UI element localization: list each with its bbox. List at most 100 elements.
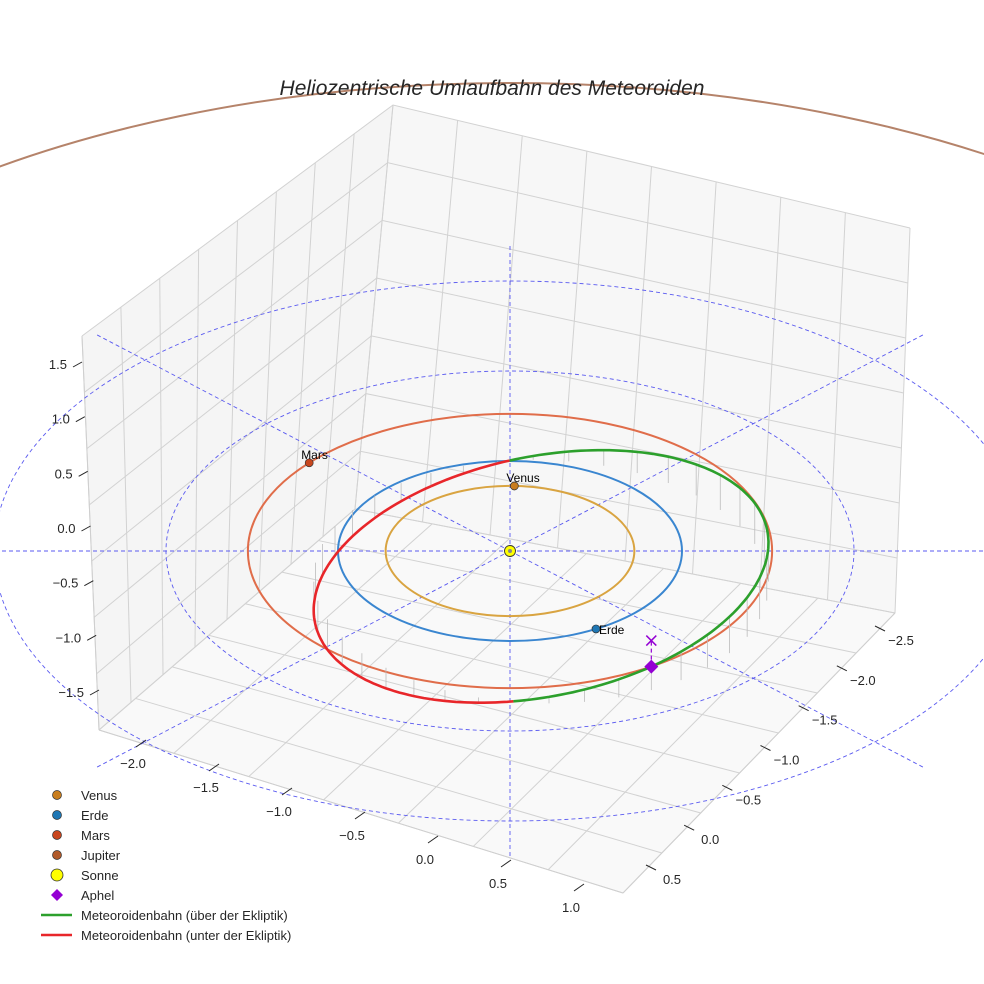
z-tick-label: −1.0 [55, 630, 81, 645]
back-pane-horizontal-gridline [86, 219, 906, 449]
legend-marker [52, 850, 62, 860]
x-tick-label: 0.0 [416, 852, 434, 867]
axis-panes [82, 105, 910, 893]
z-tick-label: −1.5 [58, 685, 84, 700]
back-pane-horizontal-gridline [93, 393, 900, 618]
legend-label: Venus [81, 788, 118, 803]
x-tick-mark [354, 811, 366, 820]
z-tick-mark [89, 689, 100, 696]
left-pane-vertical-gridline [226, 220, 238, 620]
left-pane-vertical-gridline [322, 133, 355, 537]
right-pane-vertical-gridline [557, 151, 588, 549]
x-tick-mark [427, 835, 439, 844]
floor-gridline [208, 634, 740, 774]
meteoroid-orbit-below [312, 485, 514, 705]
z-tick-mark [78, 470, 88, 477]
x-tick-label: 0.5 [489, 876, 507, 891]
right-pane-vertical-gridline [624, 166, 652, 562]
legend-marker [52, 810, 62, 820]
y-tick-label: −1.0 [774, 753, 800, 768]
y-tick-mark [722, 784, 733, 791]
floor-gridline [472, 582, 742, 847]
floor-pane [99, 509, 895, 893]
floor-gridline [135, 697, 662, 854]
z-tick-mark [81, 525, 91, 532]
left-pane-vertical-gridline [159, 278, 164, 675]
floor-gridline [248, 538, 510, 777]
aphelion-marker [644, 659, 659, 674]
y-tick-label: 0.0 [701, 832, 719, 847]
right-pane-vertical-gridline [422, 120, 459, 523]
right-pane-vertical-gridline [827, 212, 846, 601]
z-axis-edge [81, 335, 100, 731]
back-pane-horizontal-gridline [81, 104, 911, 337]
y-axis-edge [622, 612, 896, 894]
axis-ticks: −1.5 −1.0 −0.5 0.0 0.5 1.0 1.5 −2.0 −1.5 −1.0 −0.5… [49, 357, 914, 915]
ecliptic-radial-line [509, 550, 924, 768]
bodies: Venus Erde Mars [301, 448, 659, 674]
y-tick-mark [645, 864, 657, 871]
x-tick-label: −2.0 [120, 756, 146, 771]
planet-marker-venus [509, 481, 519, 491]
floor-gridline [547, 597, 819, 871]
z-tick-label: 0.5 [55, 466, 73, 481]
x-tick-mark [500, 859, 512, 868]
meteoroid-orbit-below [430, 459, 510, 488]
floor-gridline [173, 523, 433, 754]
x-tick-label: −0.5 [339, 828, 365, 843]
pane-grid-lines [81, 104, 911, 894]
back-pane-horizontal-gridline [96, 450, 898, 675]
planet-label-venus: Venus [506, 471, 539, 485]
planet-label-mars: Mars [301, 448, 328, 462]
left-pane [82, 105, 393, 730]
y-tick-mark [836, 665, 848, 672]
y-tick-mark [874, 625, 886, 632]
legend-label: Meteoroidenbahn (unter der Ekliptik) [81, 928, 291, 943]
legend: Venus Erde Mars Jupiter Sonne Aphel Meteoroide… [41, 788, 291, 943]
meteoroid-orbit [312, 448, 770, 705]
y-tick-mark [683, 824, 695, 831]
right-pane-vertical-gridline [692, 181, 717, 575]
legend-label: Meteoroidenbahn (über der Ekliptik) [81, 908, 288, 923]
chart-title: Heliozentrische Umlaufbahn des Meteoroid… [280, 77, 705, 100]
z-tick-mark [75, 416, 86, 423]
z-tick-label: 1.0 [52, 412, 70, 427]
sun-center [508, 549, 512, 553]
x-tick-label: −1.0 [266, 804, 292, 819]
floor-gridline [354, 508, 896, 614]
y-tick-mark [760, 745, 771, 751]
ecliptic-radial-line [96, 550, 511, 768]
z-tick-mark [84, 580, 94, 587]
z-tick-label: 0.0 [57, 521, 75, 536]
floor-gridline [245, 603, 779, 734]
planet-marker-erde [591, 624, 601, 634]
floor-gridline [323, 553, 587, 801]
y-tick-label: −1.5 [812, 713, 838, 728]
left-pane-vertical-gridline [290, 162, 316, 565]
legend-label: Mars [81, 828, 110, 843]
y-tick-label: −2.0 [850, 673, 876, 688]
floor-gridline [398, 568, 664, 824]
aphelion-projection-marker [645, 635, 657, 647]
meteoroid-orbit-above [509, 448, 770, 703]
left-pane-vertical-gridline [258, 191, 277, 592]
x-tick-mark [573, 883, 585, 892]
legend-marker [52, 830, 62, 840]
z-tick-label: −0.5 [53, 576, 79, 591]
planet-label-erde: Erde [599, 623, 625, 637]
y-tick-label: −2.5 [888, 633, 914, 648]
right-pane-vertical-gridline [489, 135, 523, 536]
back-pane-horizontal-gridline [84, 162, 909, 393]
legend-marker [50, 868, 64, 882]
floor-gridline [98, 508, 356, 731]
legend-label: Erde [81, 808, 108, 823]
x-axis-edge [98, 729, 624, 894]
x-tick-label: 1.0 [562, 900, 580, 915]
y-tick-mark [798, 705, 809, 712]
legend-marker [52, 790, 62, 800]
x-tick-label: −1.5 [193, 780, 219, 795]
x-tick-mark [135, 739, 147, 748]
x-tick-mark [208, 763, 220, 772]
floor-gridline [318, 540, 857, 654]
left-pane-vertical-gridline [194, 249, 200, 648]
